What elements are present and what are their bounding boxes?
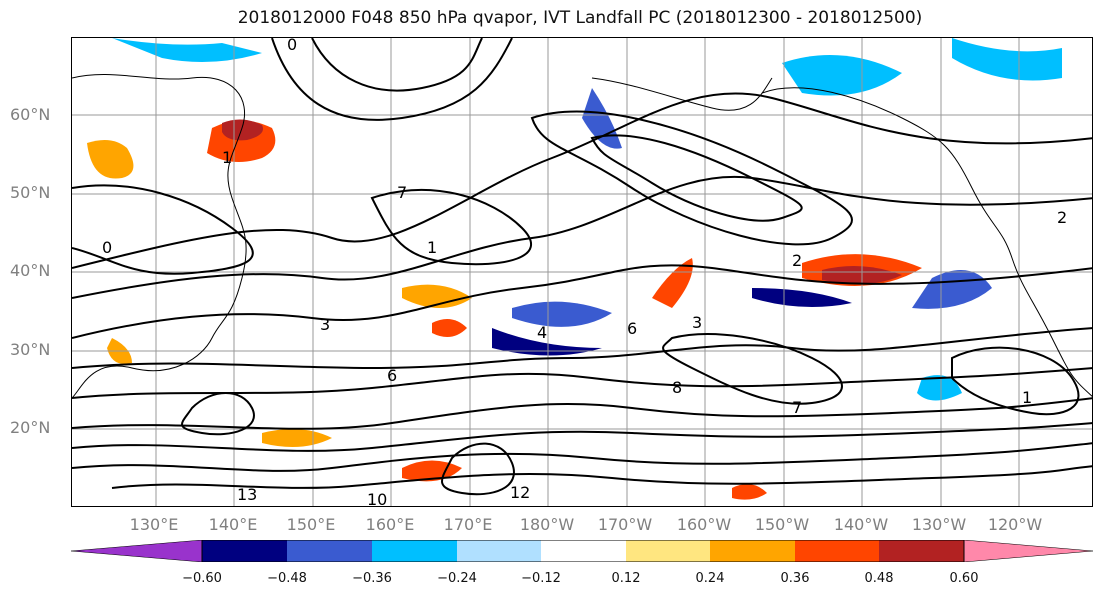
lon-label-130w: 130°W <box>911 515 967 534</box>
contour-label: 1 <box>1022 388 1032 407</box>
qvapor-shading <box>87 38 1062 500</box>
contour-label: 12 <box>510 483 530 502</box>
colorbar-segment <box>202 540 287 562</box>
lon-label-130e: 130°E <box>129 515 179 534</box>
lon-label-170w: 170°W <box>597 515 653 534</box>
colorbar-tick-label: −0.24 <box>437 571 477 586</box>
lon-label-160e: 160°E <box>365 515 415 534</box>
coastlines <box>72 73 1092 399</box>
lat-label-60n: 60°N <box>10 105 51 124</box>
contour-label: 6 <box>387 366 397 385</box>
colorbar-tick-label: −0.60 <box>182 571 222 586</box>
colorbar-segment <box>541 540 626 562</box>
colorbar-segment <box>963 540 1093 562</box>
map-title: 2018012000 F048 850 hPa qvapor, IVT Land… <box>237 8 923 28</box>
ivt-contours <box>72 38 1092 496</box>
graticule <box>72 38 1092 506</box>
lon-label-170e: 170°E <box>443 515 493 534</box>
colorbar-tick-label: 0.24 <box>695 571 725 586</box>
contour-label: 0 <box>287 38 297 54</box>
colorbar-segment <box>71 540 203 562</box>
contour-label: 4 <box>537 323 547 342</box>
lon-label-120w: 120°W <box>987 515 1043 534</box>
contour-label: 7 <box>792 398 802 417</box>
lon-label-140e: 140°E <box>208 515 258 534</box>
colorbar-tick-label: −0.48 <box>267 571 307 586</box>
lon-label-150e: 150°E <box>286 515 336 534</box>
lat-label-40n: 40°N <box>10 261 51 280</box>
colorbar-tick-label: 0.36 <box>780 571 810 586</box>
lat-label-50n: 50°N <box>10 183 51 202</box>
colorbar-segment <box>287 540 372 562</box>
colorbar <box>71 540 1093 562</box>
contour-label: 1 <box>427 238 437 257</box>
lon-label-160w: 160°W <box>676 515 732 534</box>
colorbar-tick-label: −0.36 <box>352 571 392 586</box>
colorbar-segment <box>795 540 879 562</box>
contour-label: 6 <box>627 319 637 338</box>
colorbar-segment <box>457 540 541 562</box>
map-plot-area: 0 1 1 2 3 3 4 6 6 7 8 10 12 13 1 2 0 7 <box>71 37 1093 507</box>
colorbar-tick-label: 0.48 <box>864 571 894 586</box>
colorbar-tick-label: 0.12 <box>611 571 641 586</box>
colorbar-segment <box>710 540 795 562</box>
contour-label: 8 <box>672 378 682 397</box>
map-canvas: 0 1 1 2 3 3 4 6 6 7 8 10 12 13 1 2 0 7 <box>72 38 1092 507</box>
colorbar-tick-label: 0.60 <box>949 571 979 586</box>
colorbar-segment <box>626 540 710 562</box>
colorbar-tick-label: −0.12 <box>521 571 561 586</box>
lon-label-140w: 140°W <box>833 515 889 534</box>
contour-label: 0 <box>102 238 112 257</box>
contour-label: 13 <box>237 485 257 504</box>
contour-label: 7 <box>397 183 407 202</box>
colorbar-segment <box>372 540 457 562</box>
contour-label: 1 <box>222 148 232 167</box>
contour-label: 10 <box>367 490 387 507</box>
lon-label-180w: 180°W <box>519 515 575 534</box>
lon-label-150w: 150°W <box>754 515 810 534</box>
contour-label: 3 <box>692 313 702 332</box>
contour-label: 3 <box>320 315 330 334</box>
lat-label-20n: 20°N <box>10 418 51 437</box>
contour-label: 2 <box>792 251 802 270</box>
contour-label: 2 <box>1057 208 1067 227</box>
lat-label-30n: 30°N <box>10 340 51 359</box>
colorbar-segment <box>879 540 964 562</box>
